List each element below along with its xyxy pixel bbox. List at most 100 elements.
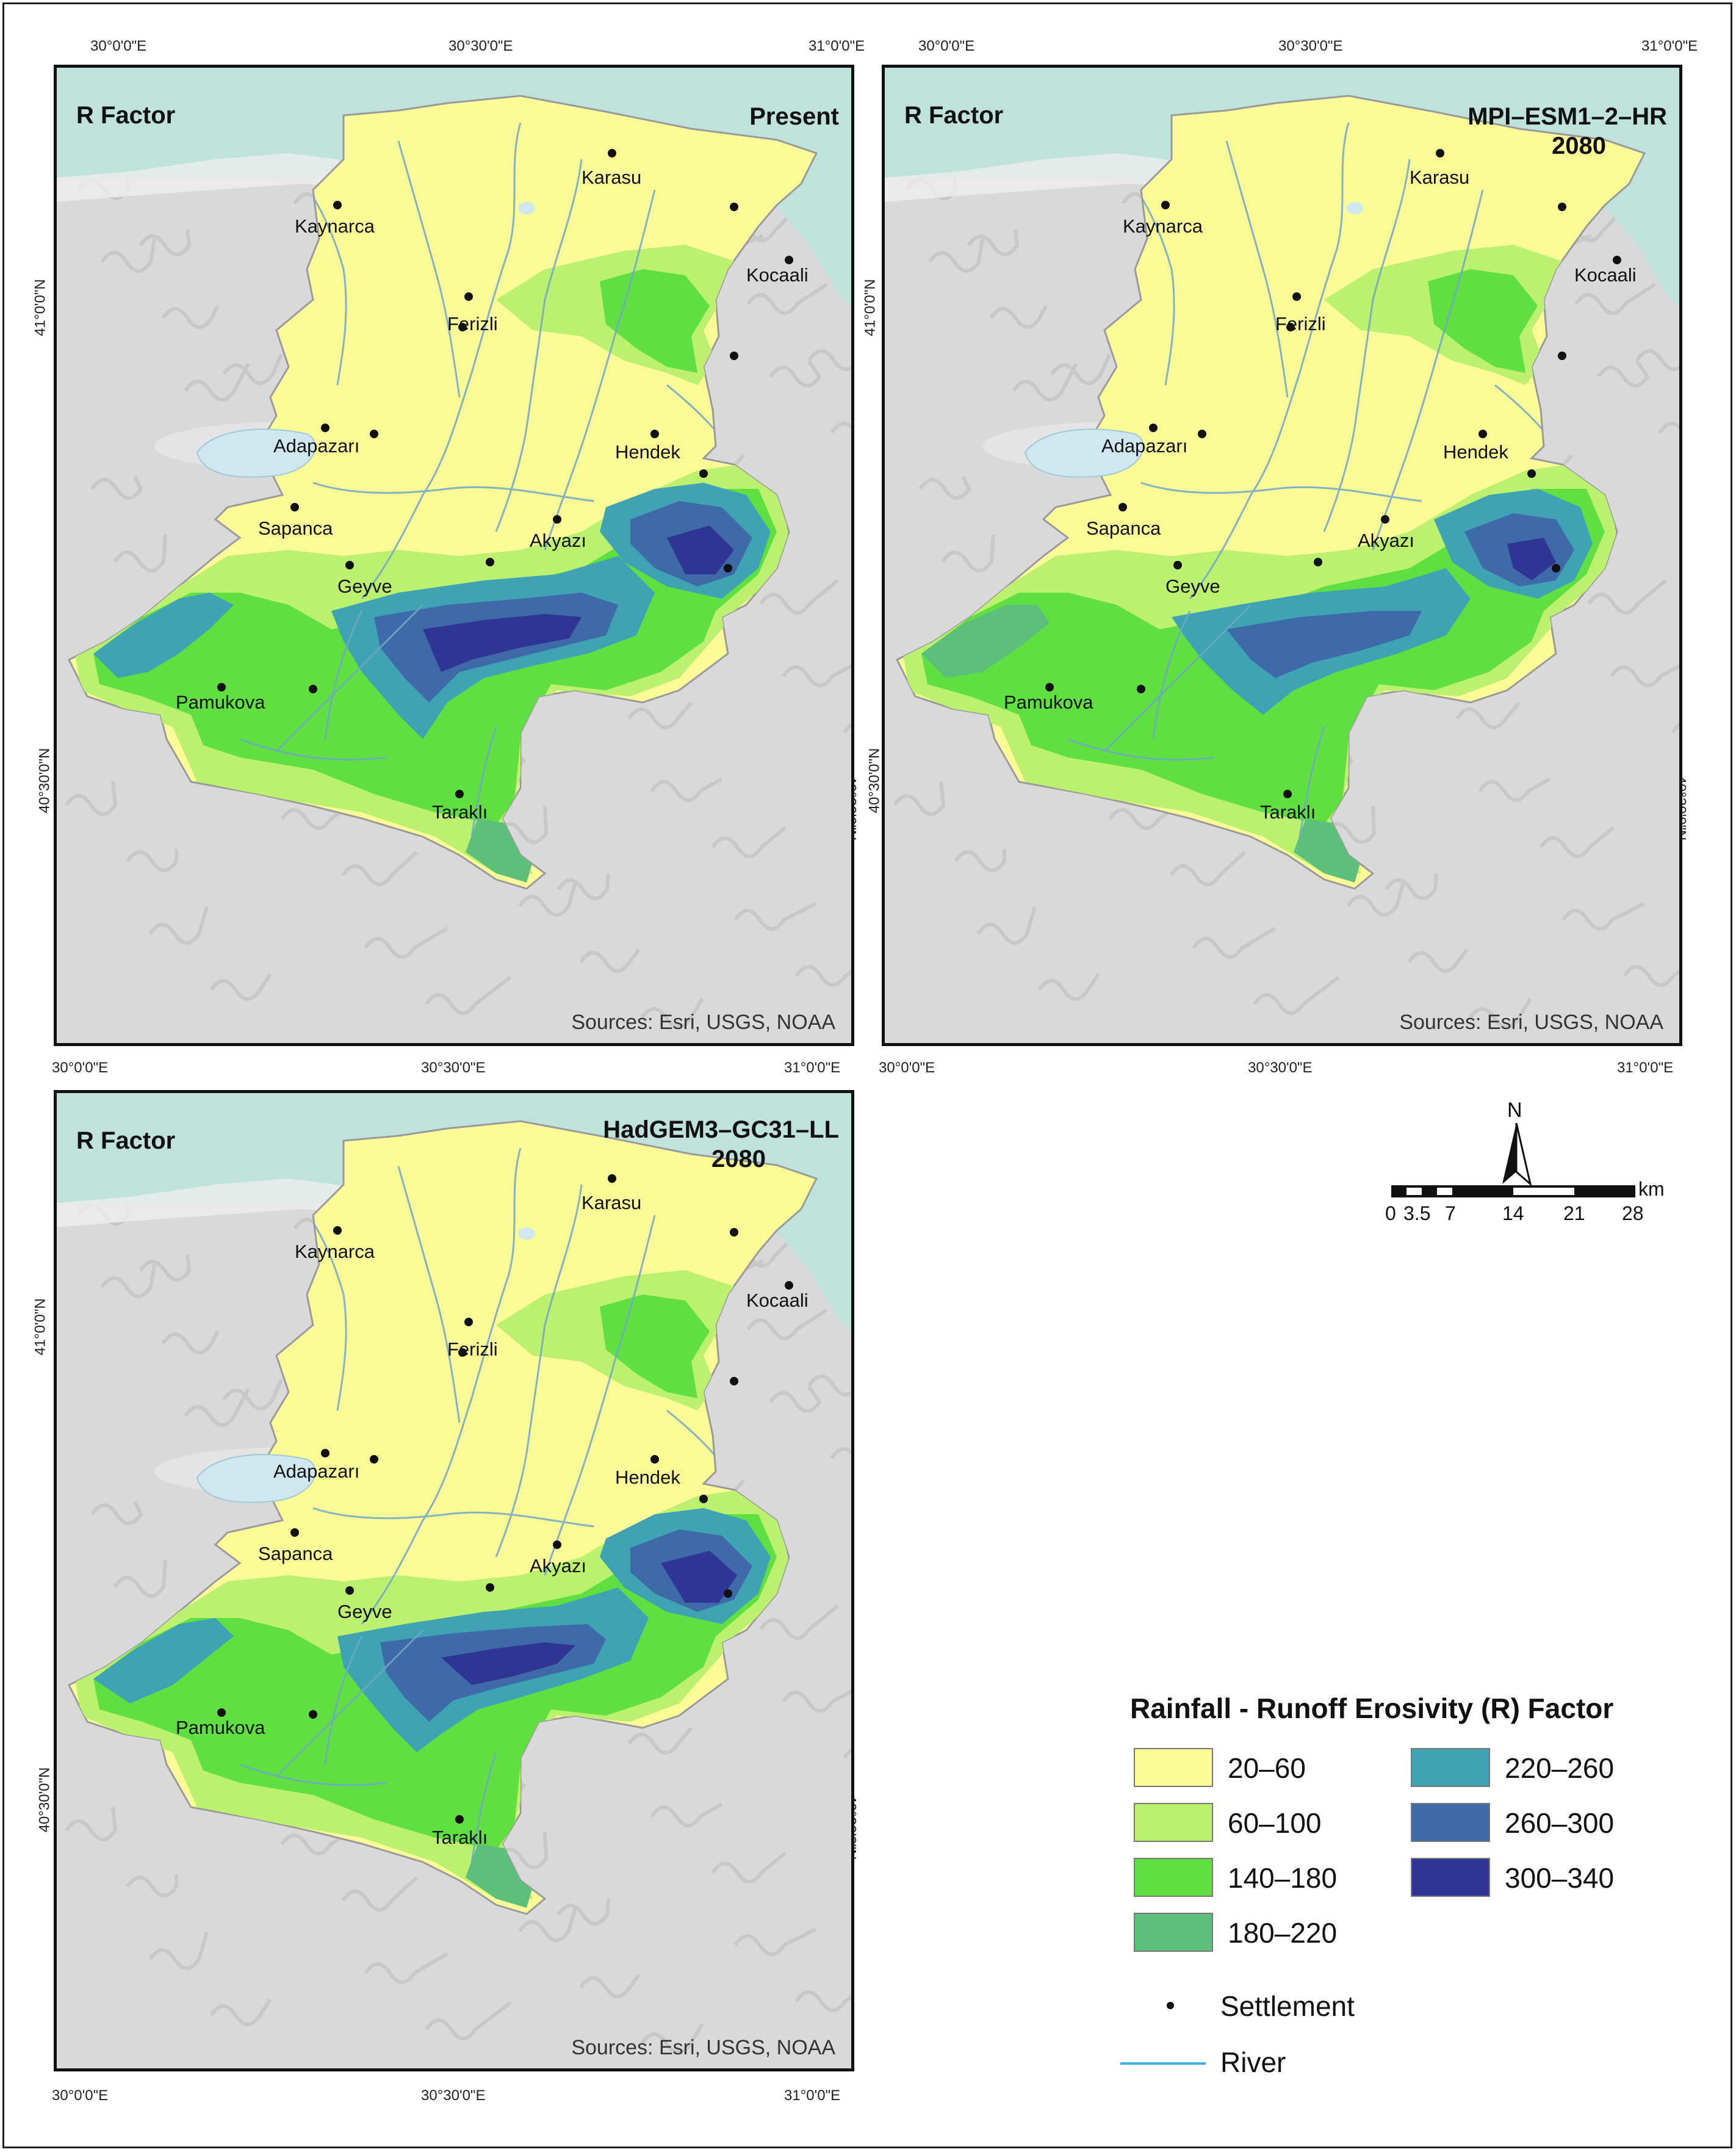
- settlement-dot: [1173, 561, 1182, 569]
- settlement-label: Akyazı: [1358, 530, 1414, 551]
- river: [239, 1763, 387, 1786]
- source-attribution: Sources: Esri, USGS, NOAA: [571, 2036, 835, 2059]
- settlement-label: Pamukova: [176, 691, 265, 713]
- river: [397, 140, 461, 398]
- settlement-dot: [321, 1449, 330, 1457]
- panel-scenario: Present: [749, 102, 839, 131]
- erosivity-classes: [75, 1270, 789, 1908]
- lon-label-bottom: 30°30'0"E: [421, 1060, 486, 1076]
- small-lake: [518, 1227, 535, 1240]
- lat-label-left: 41°0'0"N: [862, 279, 879, 336]
- settlement-dot: [1527, 469, 1536, 478]
- scenario-line: 2080: [711, 1146, 766, 1172]
- erosivity-zone: [661, 1551, 737, 1603]
- river: [312, 482, 594, 502]
- legend-swatch: [1411, 1748, 1490, 1787]
- map-canvas: Karasu Kaynarca Kocaali Ferizli Adapazarı Hen…: [57, 68, 851, 1043]
- panel-label: R Factor: [76, 1127, 176, 1154]
- settlement-label: Taraklı: [432, 801, 488, 823]
- lon-label-top: 31°0'0"E: [809, 38, 865, 54]
- settlement-label: Ferizli: [447, 313, 498, 334]
- legend-swatch: [1411, 1858, 1490, 1897]
- erosivity-zone: [921, 605, 1050, 678]
- sapanca-lake: [1024, 428, 1144, 478]
- river: [275, 604, 424, 753]
- settlement-dot: [345, 561, 354, 569]
- lon-label-bottom: 31°0'0"E: [784, 1060, 841, 1076]
- river: [1372, 189, 1484, 551]
- river: [275, 1629, 424, 1778]
- scale-tick: 28: [1622, 1202, 1644, 1224]
- settlement-dot: [1292, 292, 1301, 301]
- lon-label-top: 30°0'0"E: [90, 38, 147, 54]
- erosivity-zone: [93, 593, 234, 678]
- lat-label-left: 41°0'0"N: [32, 279, 49, 336]
- settlement-dot: [486, 1583, 494, 1592]
- settlement-dot: [290, 503, 299, 511]
- settlement-label: Pamukova: [176, 1717, 265, 1738]
- river: [361, 122, 522, 599]
- settlement-dot: [699, 1495, 708, 1503]
- settlement-label: Ferizli: [447, 1338, 498, 1360]
- settlement-label: Adapazarı: [1101, 435, 1187, 457]
- lon-label-top: 30°0'0"E: [918, 38, 975, 54]
- lat-label-left: 40°30'0"N: [866, 748, 883, 814]
- river: [239, 738, 387, 761]
- settlement-dot: [486, 558, 494, 566]
- erosivity-zone: [423, 614, 582, 672]
- settlements: Karasu Kaynarca Kocaali Ferizli Adapazarı Hen…: [1004, 149, 1637, 823]
- sapanca-lake: [196, 428, 316, 478]
- erosivity-zone: [667, 525, 734, 574]
- settlement-dot: [370, 430, 378, 438]
- scale-bar-graphic: [1391, 1185, 1635, 1197]
- legend-label: 60–100: [1228, 1807, 1322, 1839]
- settlement-label: Adapazarı: [273, 1461, 359, 1482]
- settlement-dot: [458, 1348, 467, 1357]
- lon-label-bottom: 30°0'0"E: [52, 2087, 109, 2104]
- river: [312, 1507, 594, 1528]
- lon-label-top: 30°30'0"E: [1278, 38, 1343, 54]
- lat-label-left: 40°30'0"N: [36, 1767, 53, 1833]
- settlement-dot: [345, 1586, 354, 1595]
- river: [1067, 738, 1215, 761]
- settlement-dot: [217, 683, 226, 691]
- settlement-dot: [464, 1318, 473, 1326]
- river: [544, 189, 656, 551]
- river: [495, 1184, 583, 1558]
- settlement-dot: [1314, 558, 1322, 566]
- river-symbol: [1120, 2062, 1206, 2065]
- settlement-label: Geyve: [1165, 576, 1220, 597]
- legend-swatch: [1134, 1913, 1213, 1952]
- river-network: [239, 122, 741, 837]
- settlement-label: Sapanca: [258, 518, 333, 539]
- settlement-label: Karasu: [582, 167, 641, 188]
- panel-scenario: MPI–ESM1–2–HR 2080: [1468, 102, 1667, 161]
- settlement-dot: [370, 1455, 378, 1464]
- settlement-dot: [1613, 256, 1621, 264]
- settlement-dot: [309, 1710, 317, 1719]
- settlement-dot: [455, 790, 464, 798]
- river: [361, 1147, 522, 1625]
- river: [1298, 726, 1325, 837]
- small-lake: [1346, 202, 1363, 214]
- scale-tick: 21: [1563, 1202, 1585, 1224]
- settlement-dot: [1198, 430, 1206, 438]
- scale-tick: 7: [1445, 1202, 1456, 1224]
- settlement-label: Kaynarca: [1123, 215, 1203, 237]
- settlement-label: Sapanca: [258, 1543, 333, 1564]
- settlement-dot: [1558, 203, 1566, 211]
- scenario-line: HadGEM3–GC31–LL: [603, 1116, 839, 1143]
- map-canvas: Karasu Kaynarca Kocaali Ferizli Adapazarı Hen…: [885, 68, 1679, 1043]
- river: [1152, 610, 1191, 740]
- map-panel-mpi: Karasu Kaynarca Kocaali Ferizli Adapazarı Hen…: [882, 65, 1682, 1046]
- settlement-label: Ferizli: [1275, 313, 1326, 334]
- settlement-dot: [730, 1377, 738, 1385]
- erosivity-zone: [441, 1642, 575, 1685]
- scenario-line: Present: [749, 103, 839, 130]
- river: [544, 1215, 656, 1576]
- river-network: [1067, 122, 1569, 837]
- settlement-dot: [553, 515, 561, 524]
- scale-tick: 0: [1385, 1202, 1396, 1224]
- settlement-dot: [730, 1228, 738, 1237]
- lat-label-left: 41°0'0"N: [32, 1298, 49, 1356]
